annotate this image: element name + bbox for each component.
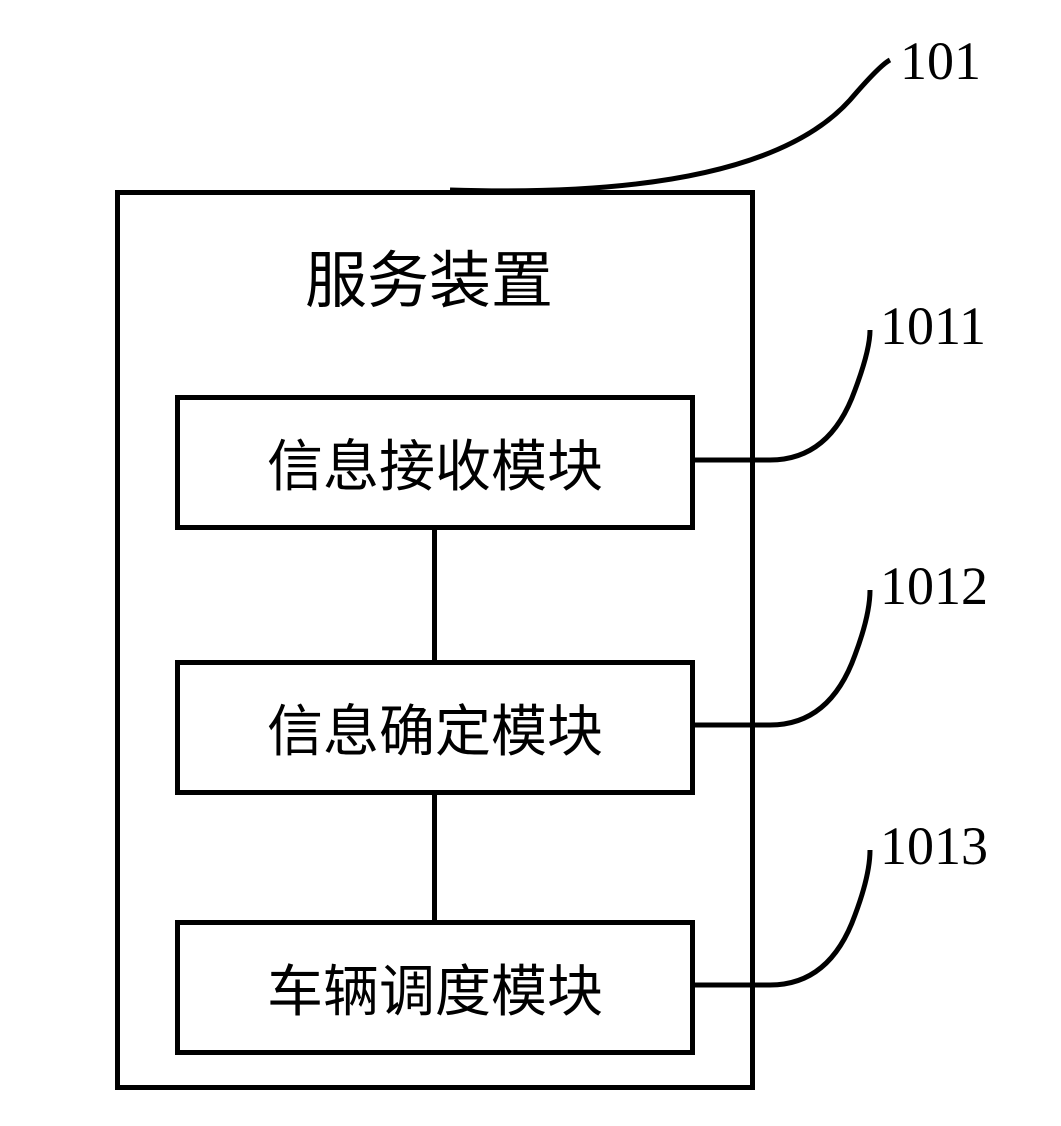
leader-module-3 [0,0,1061,1126]
block-diagram: 服务装置 信息接收模块 信息确定模块 车辆调度模块 101 1011 1012 … [0,0,1061,1126]
